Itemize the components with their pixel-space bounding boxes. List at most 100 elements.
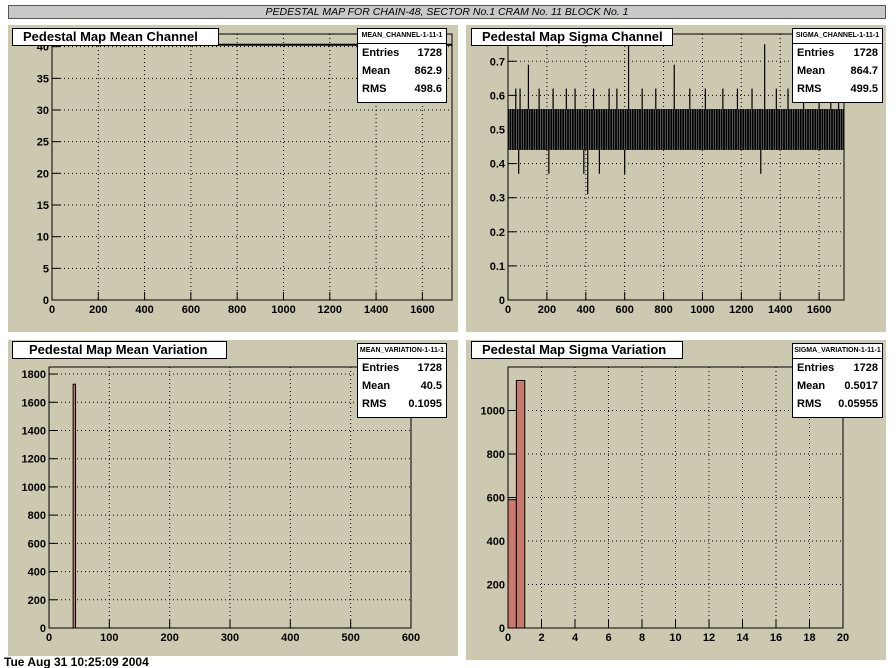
y-tick-label: 0.1 [490, 261, 505, 273]
y-tick-label: 0.7 [490, 56, 505, 68]
y-tick-label: 35 [37, 73, 49, 85]
x-tick-label: 1000 [690, 304, 714, 316]
x-tick-label: 1200 [318, 304, 342, 316]
stats-name: MEAN_VARIATION-1-11-1 [358, 344, 446, 359]
stats-name: SIGMA_CHANNEL-1-11-1 [793, 29, 882, 44]
x-tick-label: 8 [639, 632, 645, 644]
timestamp-footer: Tue Aug 31 10:25:09 2004 [4, 656, 149, 668]
y-tick-label: 0 [43, 295, 49, 307]
x-tick-label: 1000 [271, 304, 295, 316]
y-tick-label: 5 [43, 263, 49, 275]
stats-rms: 0.05955 [838, 398, 878, 410]
y-tick-label: 1400 [22, 425, 46, 437]
y-tick-label: 0.2 [490, 227, 505, 239]
x-tick-label: 20 [837, 632, 849, 644]
y-tick-label: 600 [487, 493, 505, 505]
x-tick-label: 16 [770, 632, 782, 644]
y-tick-label: 0.5 [490, 124, 505, 136]
y-tick-label: 1200 [22, 454, 46, 466]
stats-rms: 499.5 [850, 83, 878, 95]
x-tick-label: 2 [538, 632, 544, 644]
x-tick-label: 200 [160, 632, 178, 644]
y-tick-label: 0.6 [490, 90, 505, 102]
x-tick-label: 400 [135, 304, 153, 316]
x-tick-label: 100 [100, 632, 118, 644]
x-tick-label: 6 [605, 632, 611, 644]
pad-sigma-channel: 0 200 400 600 800 1000 1200 1400 1600 0 0.1 0.2 0.3 0… [466, 25, 886, 332]
stats-box: MEAN_VARIATION-1-11-1 Entries 1728 Mean 40… [357, 343, 447, 418]
y-tick-label: 0 [499, 623, 505, 635]
y-tick-label: 400 [28, 567, 46, 579]
y-tick-label: 1800 [22, 369, 46, 381]
x-tick-label: 1200 [729, 304, 753, 316]
y-tick-label: 0 [40, 623, 46, 635]
y-tick-label: 200 [28, 595, 46, 607]
x-tick-label: 0 [505, 632, 511, 644]
x-tick-label: 18 [803, 632, 815, 644]
y-tick-label: 200 [487, 580, 505, 592]
hist-bar [72, 383, 77, 629]
stats-box: MEAN_CHANNEL-1-11-1 Entries 1728 Mean 862.… [357, 28, 447, 103]
y-tick-label: 30 [37, 105, 49, 117]
x-tick-label: 0 [46, 632, 52, 644]
x-tick-label: 800 [228, 304, 246, 316]
chart-title: Pedestal Map Mean Channel [12, 28, 219, 46]
stats-name: MEAN_CHANNEL-1-11-1 [358, 29, 446, 44]
noise-band [508, 109, 844, 150]
y-tick-label: 10 [37, 232, 49, 244]
stats-mean: 864.7 [850, 65, 878, 77]
stats-mean: 0.5017 [844, 380, 878, 392]
stats-entries: 1728 [853, 47, 878, 59]
y-tick-label: 400 [487, 536, 505, 548]
x-tick-label: 300 [221, 632, 239, 644]
x-tick-label: 0 [49, 304, 55, 316]
x-tick-label: 600 [615, 304, 633, 316]
stats-entries: 1728 [417, 362, 442, 374]
x-tick-label: 200 [89, 304, 107, 316]
canvas-header-title: PEDESTAL MAP FOR CHAIN-48, SECTOR No.1 C… [8, 5, 886, 19]
x-tick-label: 1600 [807, 304, 831, 316]
y-tick-label: 0.4 [490, 159, 506, 171]
y-tick-label: 0 [499, 295, 505, 307]
x-tick-label: 1600 [410, 304, 434, 316]
x-tick-label: 400 [281, 632, 299, 644]
stats-rms: 0.1095 [408, 398, 442, 410]
chart-title: Pedestal Map Mean Variation [12, 341, 227, 359]
y-tick-label: 600 [28, 538, 46, 550]
stats-name: SIGMA_VARIATION-1-11-1 [793, 344, 882, 359]
y-tick-label: 1000 [22, 482, 46, 494]
x-tick-label: 10 [669, 632, 681, 644]
stats-box: SIGMA_CHANNEL-1-11-1 Entries 1728 Mean 864… [792, 28, 883, 103]
y-tick-label: 15 [37, 200, 49, 212]
x-tick-label: 200 [538, 304, 556, 316]
hist-bar [515, 379, 526, 629]
x-tick-label: 0 [505, 304, 511, 316]
stats-entries: 1728 [853, 362, 878, 374]
x-tick-label: 1400 [364, 304, 388, 316]
stats-rms: 498.6 [414, 83, 442, 95]
pad-mean-channel: 0 200 400 600 800 1000 1200 1400 1600 0 5 10 15 20 25 3… [8, 25, 458, 332]
stats-mean: 862.9 [414, 65, 442, 77]
x-tick-label: 12 [703, 632, 715, 644]
y-tick-label: 0.3 [490, 193, 505, 205]
x-tick-label: 1400 [768, 304, 792, 316]
x-tick-label: 500 [341, 632, 359, 644]
y-tick-label: 1600 [22, 397, 46, 409]
pad-sigma-variation: 0 2 4 6 8 10 12 14 16 18 20 0 200 400 600 800 1000 Pedes… [466, 340, 886, 660]
chart-sigma-channel: 0 200 400 600 800 1000 1200 1400 1600 0 0.1 0.2 0.3 0… [490, 33, 845, 316]
y-tick-label: 800 [487, 449, 505, 461]
chart-title: Pedestal Map Sigma Channel [471, 28, 673, 46]
pad-mean-variation: 0 100 200 300 400 500 600 0 200 400 600 800 1000 1200… [8, 340, 458, 656]
y-tick-label: 25 [37, 137, 49, 149]
hist-bar [507, 499, 517, 629]
x-tick-label: 14 [736, 632, 749, 644]
chart-mean-variation: 0 100 200 300 400 500 600 0 200 400 600 800 1000 1200… [22, 366, 420, 644]
y-tick-label: 800 [28, 510, 46, 522]
x-tick-label: 800 [654, 304, 672, 316]
plot-frame [51, 33, 453, 301]
x-tick-label: 600 [182, 304, 200, 316]
x-tick-label: 600 [402, 632, 420, 644]
y-tick-label: 20 [37, 168, 49, 180]
stats-entries: 1728 [417, 47, 442, 59]
